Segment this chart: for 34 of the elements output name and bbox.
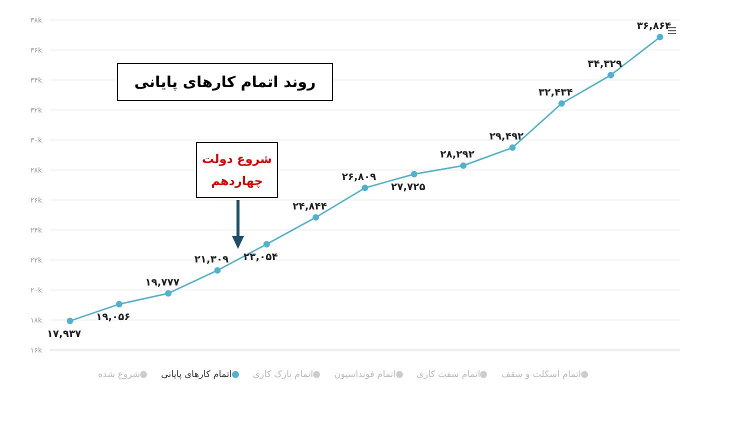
legend-label: شروع شده bbox=[98, 370, 140, 380]
point bbox=[608, 72, 614, 78]
point bbox=[362, 184, 368, 192]
data-label: ۳۶,۸۶۴ bbox=[636, 21, 672, 32]
data-label: ۱۹,۰۵۶ bbox=[96, 312, 130, 324]
point bbox=[214, 267, 221, 274]
data-label: ۱۹,۷۷۷ bbox=[145, 277, 180, 288]
annotation: شروع دولت چهاردهم bbox=[196, 142, 278, 198]
legend-label: اتمام کارهای پایانی bbox=[161, 370, 232, 380]
point bbox=[165, 290, 172, 297]
data-label: ۲۹,۴۹۲ bbox=[489, 132, 524, 143]
data-label: ۲۳,۰۵۴ bbox=[244, 252, 278, 264]
legend-label: اتمام فونداسیون bbox=[334, 370, 396, 380]
data-label: ۲۶,۸۰۹ bbox=[342, 172, 376, 183]
point bbox=[263, 240, 270, 248]
point bbox=[66, 318, 74, 324]
data-label: ۳۲,۴۳۴ bbox=[538, 87, 573, 98]
point bbox=[116, 300, 122, 308]
legend-label: اتمام نازک کاری bbox=[252, 370, 314, 380]
point bbox=[312, 214, 320, 221]
data-label: ۲۴,۸۴۴ bbox=[292, 201, 327, 212]
legend-label: اتمام سفت کاری bbox=[416, 370, 480, 380]
point bbox=[656, 34, 664, 40]
data-label: ۲۸,۲۹۲ bbox=[440, 150, 474, 161]
point bbox=[509, 144, 516, 151]
text: روند اتمام کارهای پایانی bbox=[117, 63, 333, 101]
data-label: ۲۱,۳۰۹ bbox=[194, 254, 229, 266]
point bbox=[460, 162, 467, 169]
data-label: ۱۷,۹۳۷ bbox=[46, 328, 82, 340]
data-label: ۲۷,۷۲۵ bbox=[391, 182, 426, 194]
point bbox=[558, 100, 565, 107]
data-label: ۳۴,۳۲۹ bbox=[588, 59, 622, 70]
legend-label: اتمام اسکلت و سقف bbox=[501, 370, 581, 380]
point bbox=[410, 170, 418, 178]
